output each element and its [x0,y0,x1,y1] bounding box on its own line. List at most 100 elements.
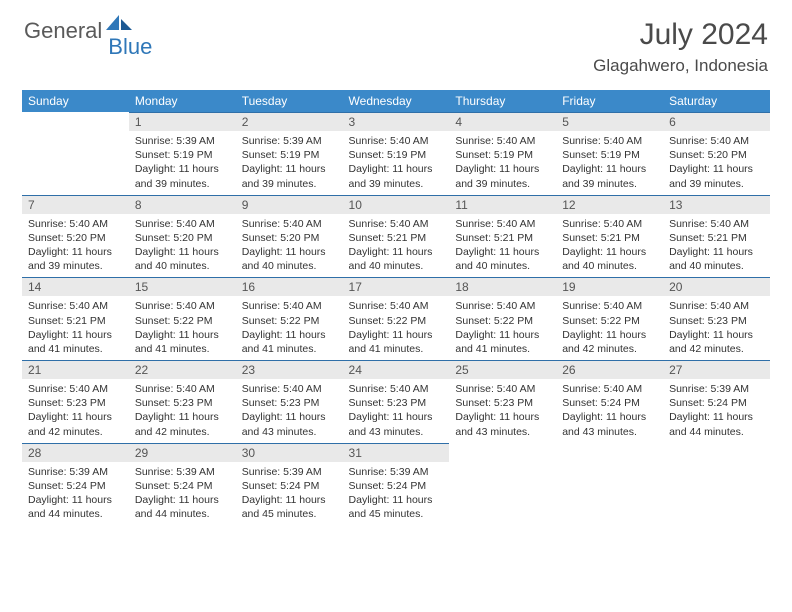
day-number: 12 [556,195,663,214]
sunset-line: Sunset: 5:23 PM [135,396,230,410]
location-label: Glagahwero, Indonesia [593,56,768,76]
day-details: Sunrise: 5:40 AMSunset: 5:23 PMDaylight:… [236,379,343,443]
day-details: Sunrise: 5:40 AMSunset: 5:19 PMDaylight:… [449,131,556,195]
daylight-line: Daylight: 11 hours and 43 minutes. [562,410,657,438]
sunrise-line: Sunrise: 5:40 AM [135,382,230,396]
calendar-day-cell: 31Sunrise: 5:39 AMSunset: 5:24 PMDayligh… [343,443,450,526]
daylight-line: Daylight: 11 hours and 45 minutes. [242,493,337,521]
day-number: 25 [449,360,556,379]
daylight-line: Daylight: 11 hours and 43 minutes. [349,410,444,438]
daylight-line: Daylight: 11 hours and 42 minutes. [28,410,123,438]
sunset-line: Sunset: 5:23 PM [455,396,550,410]
page-header: General Blue July 2024 Glagahwero, Indon… [0,0,792,84]
sunset-line: Sunset: 5:20 PM [669,148,764,162]
day-details: Sunrise: 5:40 AMSunset: 5:22 PMDaylight:… [556,296,663,360]
calendar-day-cell: 27Sunrise: 5:39 AMSunset: 5:24 PMDayligh… [663,360,770,443]
daylight-line: Daylight: 11 hours and 43 minutes. [242,410,337,438]
sunrise-line: Sunrise: 5:39 AM [135,134,230,148]
daylight-line: Daylight: 11 hours and 41 minutes. [135,328,230,356]
day-details: Sunrise: 5:40 AMSunset: 5:20 PMDaylight:… [129,214,236,278]
calendar-day-cell: 7Sunrise: 5:40 AMSunset: 5:20 PMDaylight… [22,195,129,278]
sunset-line: Sunset: 5:23 PM [242,396,337,410]
daylight-line: Daylight: 11 hours and 40 minutes. [562,245,657,273]
sunrise-line: Sunrise: 5:39 AM [28,465,123,479]
sunset-line: Sunset: 5:24 PM [28,479,123,493]
sunset-line: Sunset: 5:22 PM [135,314,230,328]
day-details: Sunrise: 5:40 AMSunset: 5:21 PMDaylight:… [663,214,770,278]
day-number: 13 [663,195,770,214]
day-details: Sunrise: 5:40 AMSunset: 5:22 PMDaylight:… [236,296,343,360]
day-details: Sunrise: 5:40 AMSunset: 5:20 PMDaylight:… [236,214,343,278]
weekday-sunday: Sunday [22,90,129,112]
calendar-day-cell: 8Sunrise: 5:40 AMSunset: 5:20 PMDaylight… [129,195,236,278]
day-number: 30 [236,443,343,462]
day-number: 1 [129,112,236,131]
day-details: Sunrise: 5:40 AMSunset: 5:20 PMDaylight:… [22,214,129,278]
day-number: 27 [663,360,770,379]
day-number: 29 [129,443,236,462]
day-details: Sunrise: 5:40 AMSunset: 5:20 PMDaylight:… [663,131,770,195]
calendar-day-cell: 21Sunrise: 5:40 AMSunset: 5:23 PMDayligh… [22,360,129,443]
daylight-line: Daylight: 11 hours and 39 minutes. [135,162,230,190]
daylight-line: Daylight: 11 hours and 41 minutes. [349,328,444,356]
day-details: Sunrise: 5:40 AMSunset: 5:23 PMDaylight:… [129,379,236,443]
calendar-day-cell: 23Sunrise: 5:40 AMSunset: 5:23 PMDayligh… [236,360,343,443]
daylight-line: Daylight: 11 hours and 39 minutes. [28,245,123,273]
day-number: 26 [556,360,663,379]
calendar-day-cell [663,443,770,526]
sunrise-line: Sunrise: 5:40 AM [562,299,657,313]
sunset-line: Sunset: 5:22 PM [455,314,550,328]
sunrise-line: Sunrise: 5:39 AM [242,465,337,479]
day-number: 23 [236,360,343,379]
sunset-line: Sunset: 5:19 PM [242,148,337,162]
weekday-saturday: Saturday [663,90,770,112]
sunset-line: Sunset: 5:24 PM [562,396,657,410]
sunset-line: Sunset: 5:21 PM [349,231,444,245]
sunrise-line: Sunrise: 5:39 AM [349,465,444,479]
sunset-line: Sunset: 5:20 PM [242,231,337,245]
calendar-day-cell: 2Sunrise: 5:39 AMSunset: 5:19 PMDaylight… [236,112,343,195]
day-details: Sunrise: 5:40 AMSunset: 5:23 PMDaylight:… [22,379,129,443]
calendar-week-row: 1Sunrise: 5:39 AMSunset: 5:19 PMDaylight… [22,112,770,195]
calendar-week-row: 21Sunrise: 5:40 AMSunset: 5:23 PMDayligh… [22,360,770,443]
calendar-day-cell: 10Sunrise: 5:40 AMSunset: 5:21 PMDayligh… [343,195,450,278]
sunrise-line: Sunrise: 5:40 AM [349,382,444,396]
sunrise-line: Sunrise: 5:40 AM [135,217,230,231]
daylight-line: Daylight: 11 hours and 40 minutes. [669,245,764,273]
daylight-line: Daylight: 11 hours and 40 minutes. [242,245,337,273]
calendar-day-cell: 4Sunrise: 5:40 AMSunset: 5:19 PMDaylight… [449,112,556,195]
sunrise-line: Sunrise: 5:40 AM [349,299,444,313]
day-details: Sunrise: 5:39 AMSunset: 5:19 PMDaylight:… [129,131,236,195]
sunrise-line: Sunrise: 5:40 AM [455,382,550,396]
brand-part1: General [24,18,102,44]
sunset-line: Sunset: 5:24 PM [669,396,764,410]
sunset-line: Sunset: 5:19 PM [562,148,657,162]
calendar-day-cell: 1Sunrise: 5:39 AMSunset: 5:19 PMDaylight… [129,112,236,195]
calendar-day-cell: 22Sunrise: 5:40 AMSunset: 5:23 PMDayligh… [129,360,236,443]
sunrise-line: Sunrise: 5:40 AM [562,217,657,231]
month-title: July 2024 [593,18,768,52]
brand-part2: Blue [108,34,152,60]
sunset-line: Sunset: 5:21 PM [28,314,123,328]
calendar-day-cell: 11Sunrise: 5:40 AMSunset: 5:21 PMDayligh… [449,195,556,278]
sunrise-line: Sunrise: 5:39 AM [669,382,764,396]
calendar-day-cell: 14Sunrise: 5:40 AMSunset: 5:21 PMDayligh… [22,277,129,360]
sunset-line: Sunset: 5:21 PM [455,231,550,245]
sunrise-line: Sunrise: 5:40 AM [562,134,657,148]
daylight-line: Daylight: 11 hours and 45 minutes. [349,493,444,521]
sunset-line: Sunset: 5:22 PM [562,314,657,328]
sunrise-line: Sunrise: 5:40 AM [455,217,550,231]
sunset-line: Sunset: 5:20 PM [28,231,123,245]
calendar-week-row: 14Sunrise: 5:40 AMSunset: 5:21 PMDayligh… [22,277,770,360]
daylight-line: Daylight: 11 hours and 39 minutes. [349,162,444,190]
calendar-day-cell [449,443,556,526]
day-details: Sunrise: 5:39 AMSunset: 5:24 PMDaylight:… [343,462,450,526]
sunrise-line: Sunrise: 5:40 AM [669,134,764,148]
day-number: 6 [663,112,770,131]
day-details: Sunrise: 5:39 AMSunset: 5:19 PMDaylight:… [236,131,343,195]
calendar-day-cell: 17Sunrise: 5:40 AMSunset: 5:22 PMDayligh… [343,277,450,360]
calendar-day-cell: 28Sunrise: 5:39 AMSunset: 5:24 PMDayligh… [22,443,129,526]
day-number: 15 [129,277,236,296]
sunrise-line: Sunrise: 5:40 AM [135,299,230,313]
sunset-line: Sunset: 5:24 PM [242,479,337,493]
